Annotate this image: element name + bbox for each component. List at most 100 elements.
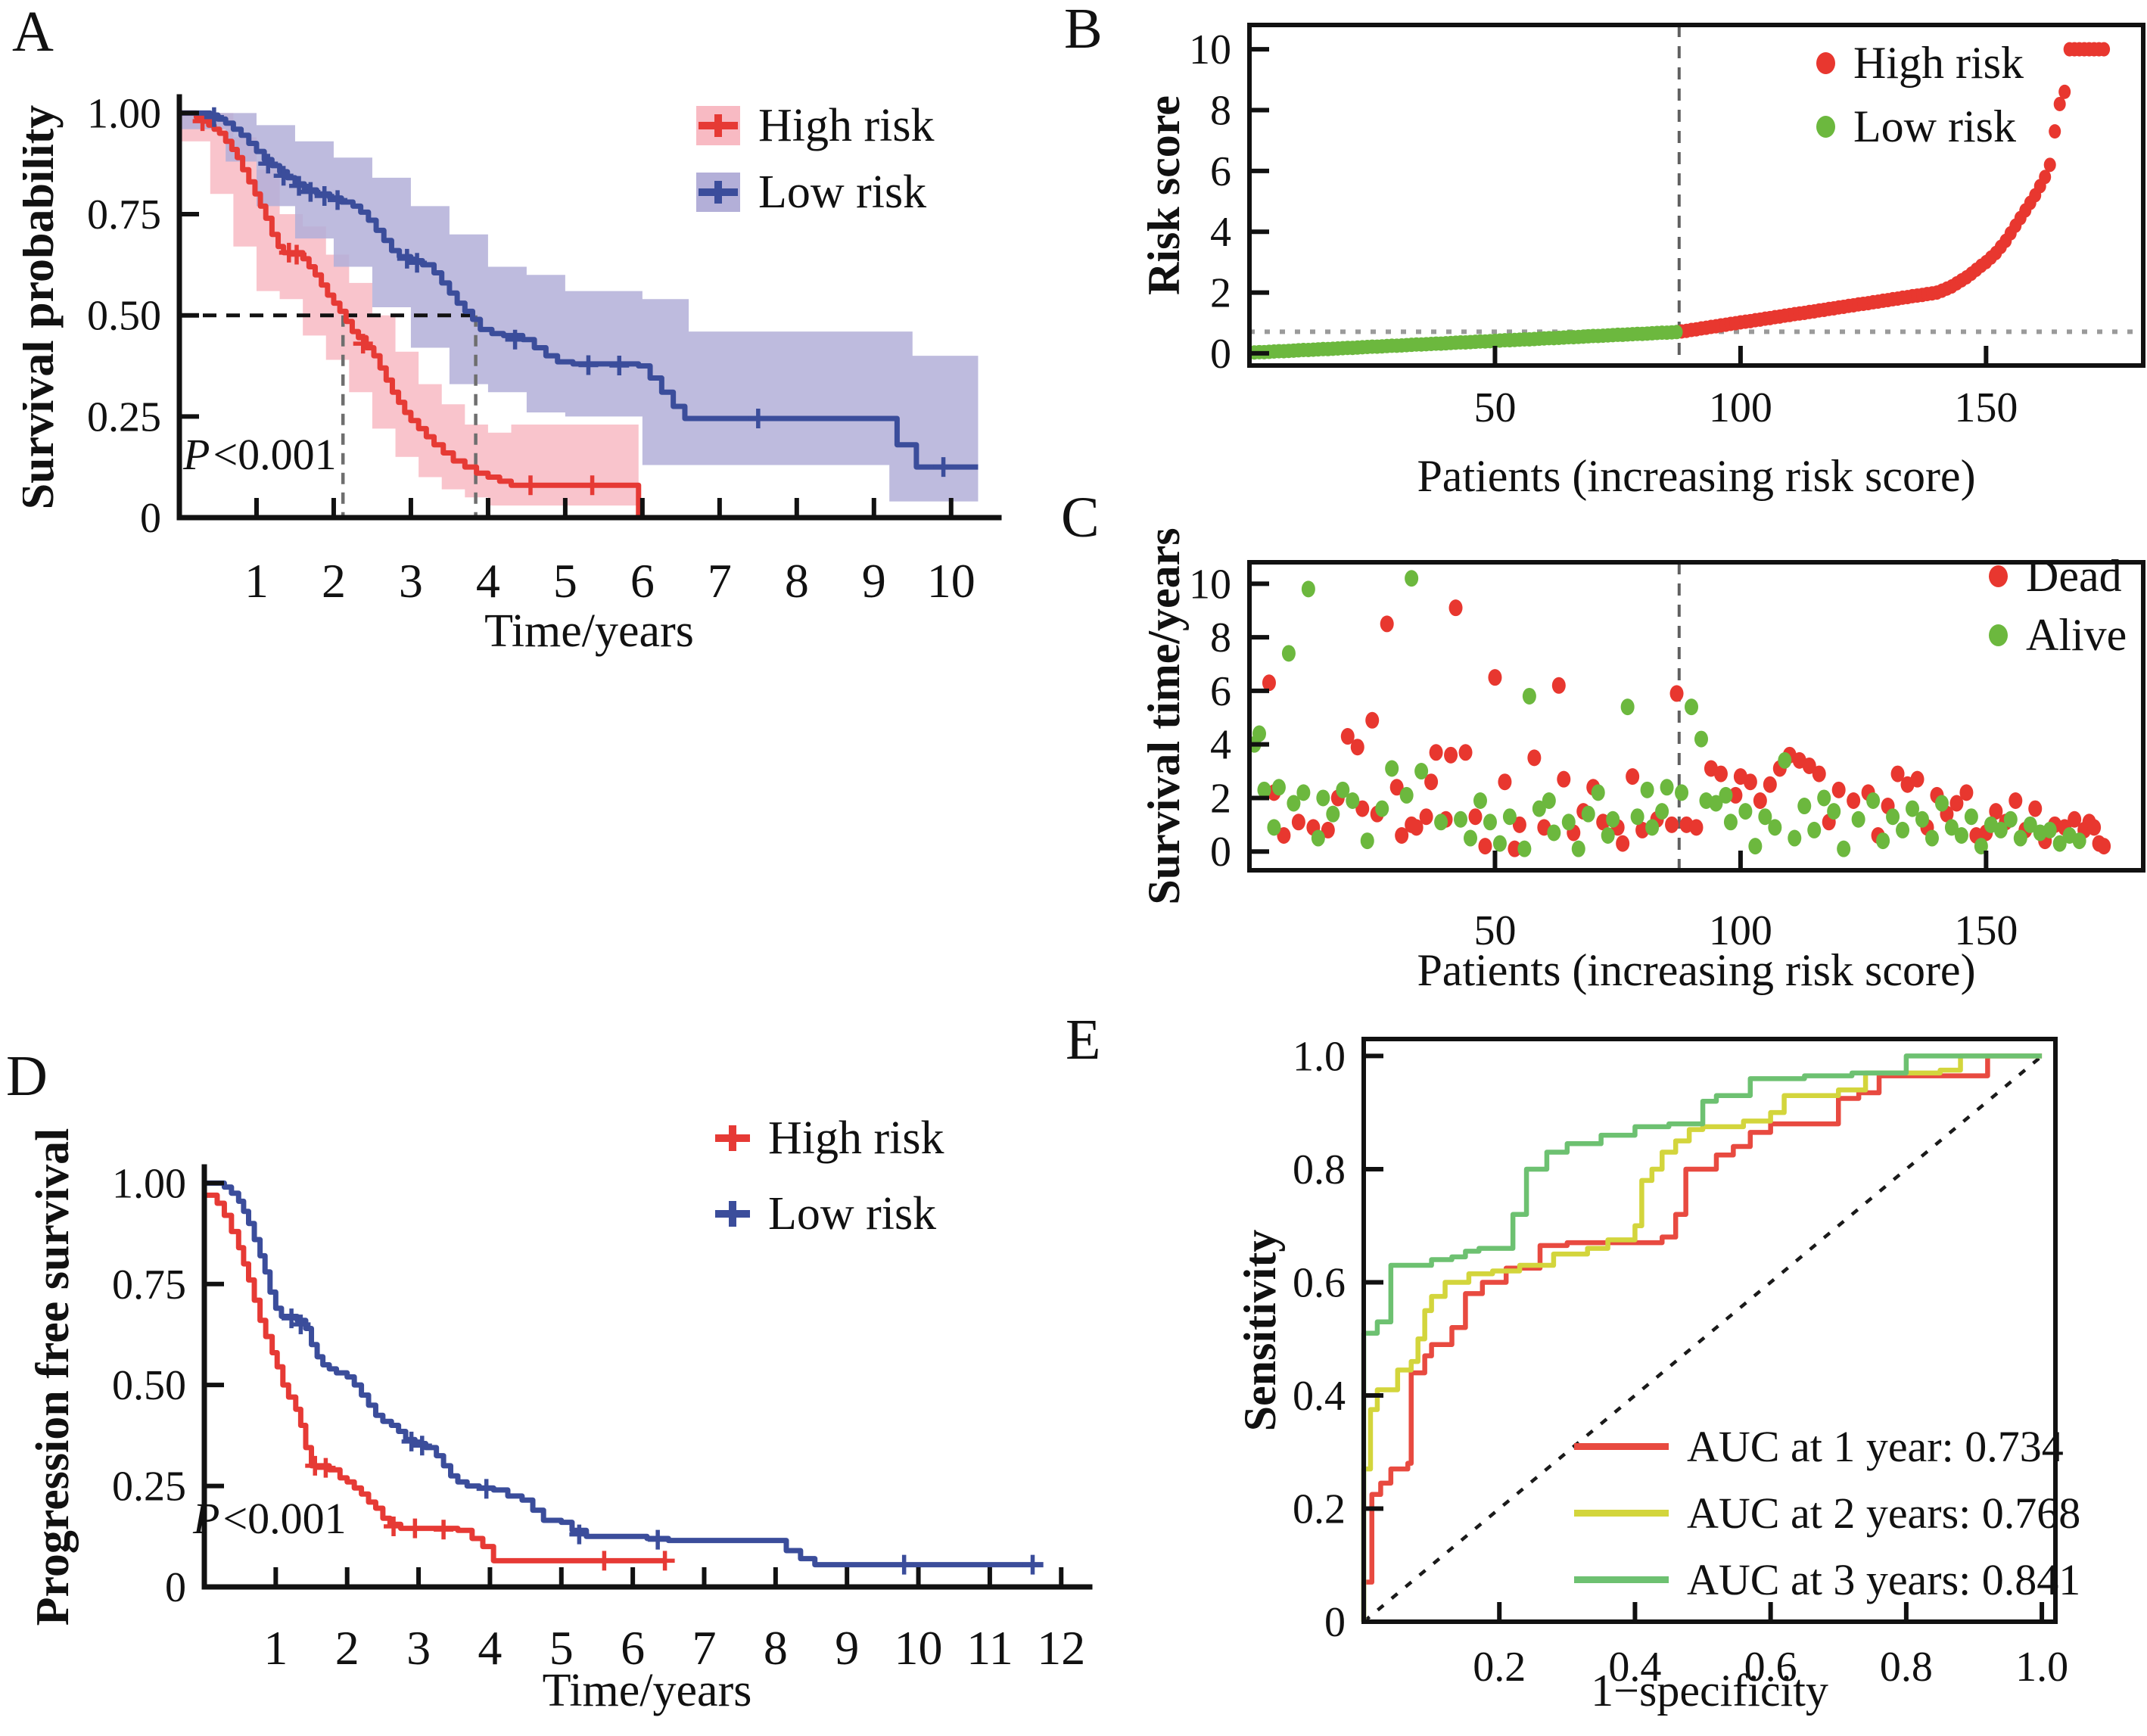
svg-text:6: 6 bbox=[1210, 668, 1231, 715]
panel-e-legend: AUC at 1 year: 0.734 AUC at 2 years: 0.7… bbox=[1574, 1423, 2080, 1604]
svg-text:0: 0 bbox=[165, 1564, 186, 1611]
svg-text:10: 10 bbox=[1189, 561, 1231, 608]
panel-e-letter: E bbox=[1066, 1008, 1101, 1072]
roc-3years-line-icon bbox=[1574, 1576, 1669, 1583]
svg-text:1.0: 1.0 bbox=[1293, 1033, 1346, 1080]
svg-text:6: 6 bbox=[621, 1621, 645, 1675]
svg-text:2: 2 bbox=[1210, 270, 1231, 317]
panel-e-roc: 0.2 0.4 0.6 0.8 1.0 0 0.2 0.4 0.6 0.8 1.0 1−specifi… bbox=[1120, 1006, 2147, 1725]
svg-text:Progression free survival: Progression free survival bbox=[27, 1128, 79, 1626]
legend-item-dead: Dead bbox=[1989, 551, 2127, 601]
panel-a-legend: High risk Low risk bbox=[696, 100, 935, 218]
alive-dot-icon bbox=[1989, 624, 2008, 646]
legend-label-dead: Dead bbox=[2026, 551, 2122, 601]
svg-text:4: 4 bbox=[1210, 722, 1231, 769]
legend-item-low-risk: Low risk bbox=[696, 166, 935, 218]
svg-text:8: 8 bbox=[1210, 88, 1231, 135]
svg-text:0.6: 0.6 bbox=[1293, 1259, 1346, 1306]
svg-text:1: 1 bbox=[263, 1621, 288, 1675]
legend-item-auc-3-years: AUC at 3 years: 0.841 bbox=[1574, 1554, 2081, 1604]
svg-text:0.2: 0.2 bbox=[1293, 1486, 1346, 1532]
svg-text:6: 6 bbox=[630, 554, 655, 608]
legend-item-low-risk: Low risk bbox=[1816, 101, 2024, 151]
pvalue-value: <0.001 bbox=[213, 430, 337, 479]
svg-text:5: 5 bbox=[549, 1621, 574, 1675]
low-risk-plus-icon bbox=[715, 1197, 750, 1230]
panel-a-overall-survival: 1 2 3 4 5 6 7 8 9 10 0 0.25 0.50 0.75 1.00 Time/years Su… bbox=[12, 23, 1029, 666]
svg-text:2: 2 bbox=[1210, 775, 1231, 822]
svg-text:Patients (increasing risk scor: Patients (increasing risk score) bbox=[1417, 945, 1975, 995]
svg-text:0: 0 bbox=[1210, 331, 1231, 378]
svg-text:4: 4 bbox=[476, 554, 500, 608]
panel-b-legend: High risk Low risk bbox=[1816, 38, 2024, 151]
panel-d-letter: D bbox=[6, 1044, 48, 1108]
svg-text:8: 8 bbox=[1210, 614, 1231, 661]
svg-text:0.50: 0.50 bbox=[112, 1362, 186, 1409]
legend-label-high-risk: High risk bbox=[768, 1112, 944, 1164]
legend-item-high-risk: High risk bbox=[715, 1112, 944, 1164]
high-risk-band-plus-icon bbox=[696, 106, 740, 146]
svg-text:Survival probability: Survival probability bbox=[23, 105, 64, 510]
svg-text:100: 100 bbox=[1709, 384, 1772, 431]
roc-chart: 0.2 0.4 0.6 0.8 1.0 0 0.2 0.4 0.6 0.8 1.0 1−specifi… bbox=[1120, 1006, 2147, 1729]
svg-text:1: 1 bbox=[244, 554, 269, 608]
svg-text:1.00: 1.00 bbox=[87, 90, 161, 137]
svg-text:0.50: 0.50 bbox=[87, 293, 161, 340]
legend-label-high-risk: High risk bbox=[758, 100, 935, 151]
svg-text:100: 100 bbox=[1709, 907, 1772, 954]
svg-text:4: 4 bbox=[1210, 209, 1231, 256]
svg-text:7: 7 bbox=[692, 1621, 716, 1675]
svg-text:50: 50 bbox=[1473, 907, 1516, 954]
svg-text:0: 0 bbox=[140, 495, 161, 542]
panel-b-risk-score: 50 100 150 0 2 4 6 8 10 Patients (increasing risk… bbox=[1120, 0, 2147, 511]
legend-label-auc-2-years: AUC at 2 years: 0.768 bbox=[1687, 1488, 2081, 1538]
legend-item-high-risk: High risk bbox=[696, 100, 935, 151]
low-risk-band-plus-icon bbox=[696, 173, 740, 213]
svg-text:0.25: 0.25 bbox=[112, 1464, 186, 1510]
high-risk-plus-icon bbox=[715, 1122, 750, 1155]
svg-text:6: 6 bbox=[1210, 148, 1231, 195]
legend-label-high-risk: High risk bbox=[1853, 38, 2024, 88]
svg-text:Time/years: Time/years bbox=[543, 1665, 752, 1716]
pvalue-value: <0.001 bbox=[222, 1494, 347, 1543]
panel-c-letter: C bbox=[1061, 486, 1100, 549]
svg-text:3: 3 bbox=[399, 554, 423, 608]
panel-a-letter: A bbox=[12, 0, 54, 64]
dead-dot-icon bbox=[1989, 565, 2008, 587]
svg-text:9: 9 bbox=[862, 554, 886, 608]
legend-label-alive: Alive bbox=[2026, 610, 2127, 660]
svg-text:Risk score: Risk score bbox=[1139, 95, 1189, 295]
svg-text:10: 10 bbox=[1189, 26, 1231, 73]
svg-text:0.25: 0.25 bbox=[87, 394, 161, 440]
svg-text:0.2: 0.2 bbox=[1473, 1644, 1526, 1691]
svg-text:0.6: 0.6 bbox=[1744, 1644, 1797, 1691]
roc-2years-line-icon bbox=[1574, 1510, 1669, 1517]
panel-c-legend: Dead Alive bbox=[1989, 551, 2127, 660]
pvalue-panel-a: P<0.001 bbox=[183, 433, 337, 477]
svg-text:0: 0 bbox=[1324, 1599, 1346, 1646]
legend-item-auc-1-year: AUC at 1 year: 0.734 bbox=[1574, 1423, 2080, 1471]
svg-text:0: 0 bbox=[1210, 829, 1231, 876]
panel-d-progression-free-survival: 1 2 3 4 5 6 7 8 9 10 11 12 0 0.25 0.50 0.75 1.00 Time/yea… bbox=[23, 1059, 1120, 1725]
roc-1year-line-icon bbox=[1574, 1443, 1669, 1451]
svg-text:Patients (increasing risk scor: Patients (increasing risk score) bbox=[1417, 451, 1975, 501]
svg-text:9: 9 bbox=[835, 1621, 859, 1675]
svg-text:0.75: 0.75 bbox=[87, 191, 161, 238]
svg-text:Sensitivity: Sensitivity bbox=[1235, 1230, 1285, 1432]
svg-text:0.8: 0.8 bbox=[1293, 1146, 1346, 1193]
legend-label-low-risk: Low risk bbox=[758, 166, 927, 219]
high-risk-dot-icon bbox=[1816, 51, 1835, 74]
svg-text:10: 10 bbox=[927, 554, 975, 608]
svg-text:50: 50 bbox=[1473, 384, 1516, 431]
svg-text:150: 150 bbox=[1954, 907, 2018, 954]
panel-b-letter: B bbox=[1064, 0, 1103, 61]
low-risk-dot-icon bbox=[1816, 115, 1835, 138]
legend-label-auc-3-years: AUC at 3 years: 0.841 bbox=[1687, 1554, 2081, 1604]
legend-label-low-risk: Low risk bbox=[1853, 101, 2016, 151]
svg-text:0.4: 0.4 bbox=[1293, 1373, 1346, 1420]
pvalue-panel-d: P<0.001 bbox=[193, 1497, 347, 1541]
svg-text:7: 7 bbox=[708, 554, 732, 608]
svg-text:4: 4 bbox=[478, 1621, 502, 1675]
panel-d-legend: High risk Low risk bbox=[715, 1112, 944, 1240]
svg-text:Survival time/years: Survival time/years bbox=[1139, 527, 1189, 904]
